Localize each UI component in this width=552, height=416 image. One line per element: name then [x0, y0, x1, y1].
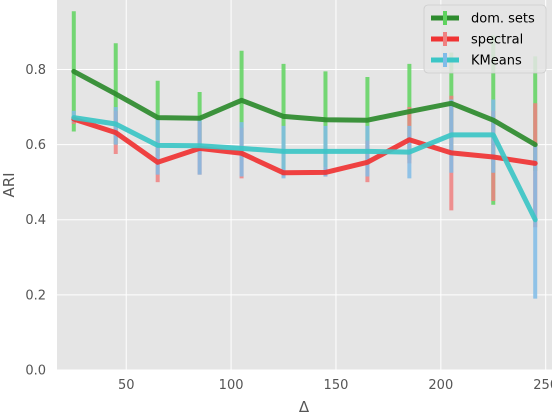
x-tick-label: 50	[118, 378, 135, 393]
y-tick-label: 0.6	[25, 138, 46, 153]
x-axis-label: Δ	[299, 398, 310, 416]
x-tick-label: 200	[428, 378, 453, 393]
y-tick-label: 0.8	[25, 63, 46, 78]
series-lines	[71, 68, 538, 223]
series-line	[71, 68, 538, 148]
series-line	[71, 115, 538, 223]
y-tick-labels: 0.0 0.2 0.4 0.6 0.8	[25, 63, 46, 379]
legend-label: spectral	[471, 33, 523, 48]
legend: dom. sets spectral KMeans	[423, 4, 547, 74]
y-tick-label: 0.4	[25, 213, 46, 228]
y-tick-label: 0.0	[25, 364, 46, 379]
y-axis-label: ARI	[0, 172, 18, 197]
x-tick-label: 250	[533, 378, 552, 393]
series-line	[71, 116, 538, 176]
x-tick-label: 100	[219, 378, 244, 393]
y-tick-label: 0.2	[25, 288, 46, 303]
x-tick-labels: 50 100 150 200 250	[118, 378, 552, 393]
legend-label: dom. sets	[471, 12, 535, 27]
legend-label: KMeans	[471, 54, 522, 69]
x-tick-label: 150	[324, 378, 349, 393]
legend-frame	[423, 4, 547, 74]
